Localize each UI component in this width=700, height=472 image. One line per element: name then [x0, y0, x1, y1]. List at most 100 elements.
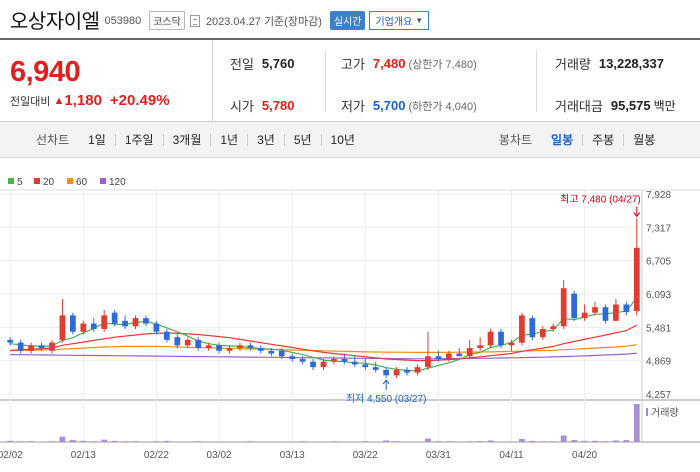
amount-unit: 백만	[653, 99, 676, 113]
candle	[519, 312, 525, 346]
tab-5y[interactable]: 5년	[283, 133, 321, 146]
candle-body	[351, 361, 358, 365]
stock-name: 오상자이엘	[10, 10, 100, 33]
high-annotation: 최고 7,480 (04/27)	[560, 193, 641, 205]
candle-body	[560, 288, 567, 327]
low-price: 저가 5,700 (하한가 4,040)	[341, 96, 477, 115]
up-arrow-icon: ▲	[53, 94, 65, 107]
candlestick-chart[interactable]: 5 20 60 120 4,257 4,869 5,481 6,093 6,705 7,317 7…	[0, 172, 700, 472]
candle-body	[195, 339, 202, 349]
candle-chart-label: 봉차트	[498, 133, 533, 147]
y-tick-label: 7,317	[646, 223, 671, 234]
volume-bar	[592, 440, 598, 442]
y-tick-label: 4,869	[646, 357, 671, 368]
high-price: 고가 7,480 (상한가 7,480)	[341, 54, 477, 73]
volume-bar	[383, 440, 390, 442]
volume-bar	[425, 438, 431, 442]
candle	[184, 337, 191, 349]
candle	[425, 331, 431, 370]
chart-tabs: 선차트 1일 1주일 3개월 1년 3년 5년 10년 봉차트 일봉 주봉 월봉	[0, 122, 700, 158]
candle	[247, 342, 254, 351]
candle-body	[278, 350, 285, 357]
candle	[278, 348, 285, 359]
down-arrow-icon	[633, 212, 641, 218]
candle	[404, 367, 410, 376]
stock-code: 053980	[104, 15, 142, 27]
prev-close-value: 5,760	[261, 56, 295, 71]
volume-bar	[153, 441, 160, 442]
candle-body	[153, 323, 160, 332]
candle-body	[519, 315, 525, 343]
volume-bar	[633, 404, 640, 442]
volume-bar	[435, 441, 442, 442]
volume-bar	[529, 440, 536, 442]
candle	[49, 339, 55, 354]
volume-bar	[550, 441, 557, 442]
tab-3y[interactable]: 3년	[247, 133, 284, 146]
candle	[268, 348, 275, 357]
candle	[351, 356, 358, 368]
change-percent: +20.49%	[109, 92, 170, 109]
y-tick-label: 6,093	[646, 290, 671, 301]
tab-monthly[interactable]: 월봉	[623, 133, 664, 146]
candle	[80, 320, 87, 335]
volume-label: 거래량	[555, 57, 591, 72]
candle-body	[466, 348, 473, 357]
candle-body	[289, 356, 296, 359]
tab-10y[interactable]: 10년	[320, 133, 364, 146]
candle-body	[425, 356, 431, 368]
candle-body	[331, 358, 337, 362]
candle-body	[487, 331, 494, 346]
candle	[456, 348, 463, 357]
tab-1w[interactable]: 1주일	[114, 133, 163, 146]
y-tick-label: 5,481	[646, 323, 671, 334]
tab-3m[interactable]: 3개월	[162, 133, 211, 146]
candle	[101, 309, 108, 332]
x-tick-label: 02/13	[71, 450, 96, 461]
volume-bar	[247, 441, 254, 442]
volume-bar	[571, 440, 577, 442]
candle	[216, 342, 222, 354]
tab-1y[interactable]: 1년	[210, 133, 247, 146]
candle-body	[435, 356, 442, 359]
volume-bar	[122, 441, 128, 442]
document-icon[interactable]	[189, 14, 200, 27]
candle-body	[414, 367, 421, 373]
tab-weekly[interactable]: 주봉	[582, 133, 623, 146]
candle	[17, 339, 24, 354]
moving-average-20-line	[10, 324, 638, 362]
low-label: 저가	[341, 99, 365, 114]
y-tick-label: 7,928	[646, 190, 671, 201]
candle-body	[257, 348, 264, 351]
candle-body	[320, 361, 327, 368]
candle	[623, 301, 630, 316]
legend-swatch	[100, 178, 106, 184]
candle-body	[383, 369, 390, 376]
candle	[237, 342, 243, 351]
tab-daily[interactable]: 일봉	[551, 132, 574, 147]
realtime-button[interactable]: 실시간	[329, 11, 366, 30]
candle	[466, 339, 473, 359]
candle	[7, 337, 14, 346]
volume-bar	[90, 441, 97, 442]
tab-1d[interactable]: 1일	[88, 132, 106, 147]
volume-bar	[111, 440, 118, 442]
candle-body	[477, 345, 484, 349]
candle	[602, 304, 609, 324]
candle	[163, 329, 170, 343]
candle-body	[498, 331, 504, 346]
candle-body	[456, 353, 463, 357]
company-overview-dropdown[interactable]: 기업개요 ▼	[369, 11, 430, 30]
volume-bar	[7, 440, 14, 442]
candle	[153, 320, 160, 335]
candle-body	[592, 307, 598, 313]
volume-bar	[132, 441, 139, 442]
volume-bar	[70, 440, 76, 442]
x-tick-label: 03/13	[280, 450, 305, 461]
prev-close: 전일 5,760	[230, 54, 294, 73]
candle	[477, 337, 484, 351]
candle	[310, 358, 316, 370]
open-value: 5,780	[261, 98, 295, 113]
volume-bar	[519, 438, 525, 442]
candle	[571, 290, 577, 321]
